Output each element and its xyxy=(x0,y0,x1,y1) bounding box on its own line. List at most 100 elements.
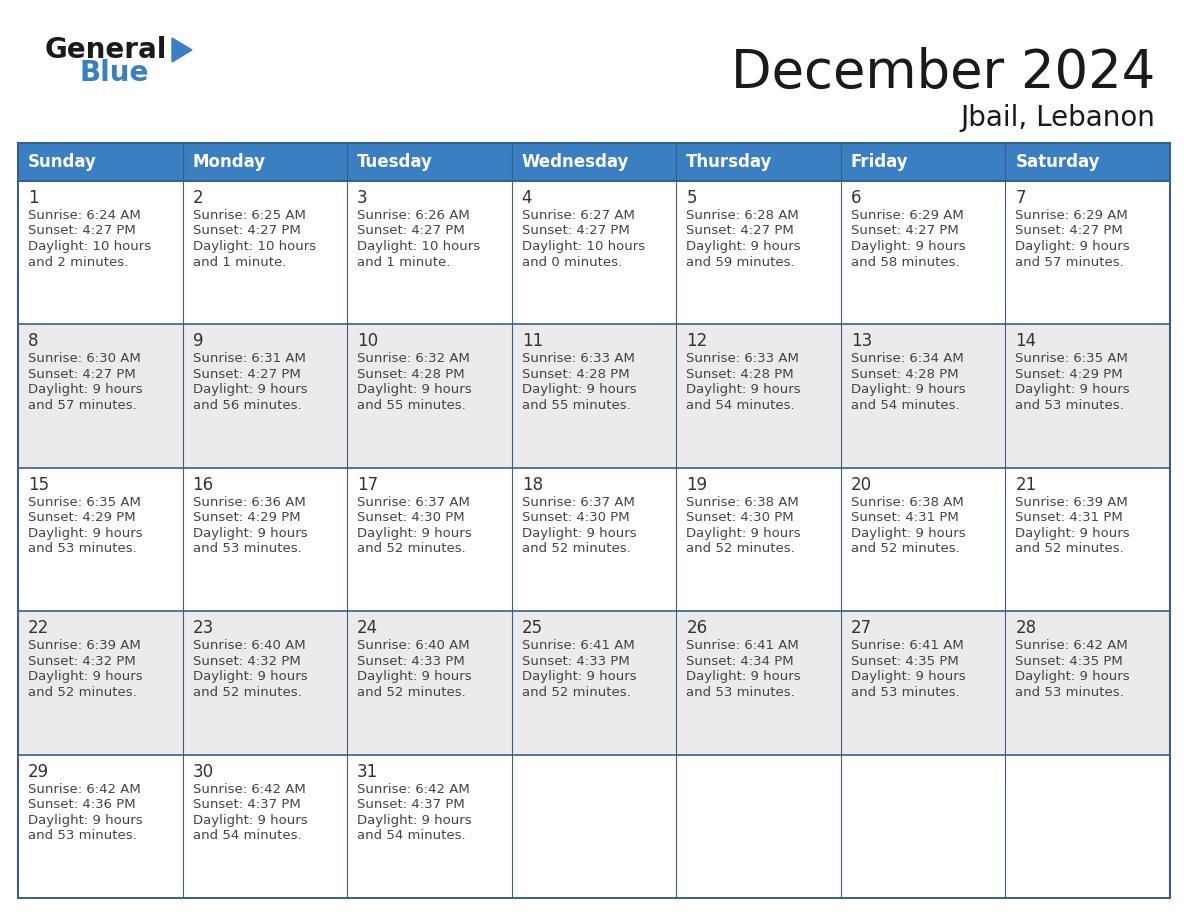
Text: Sunset: 4:27 PM: Sunset: 4:27 PM xyxy=(1016,225,1123,238)
Text: 11: 11 xyxy=(522,332,543,351)
Text: and 55 minutes.: and 55 minutes. xyxy=(522,399,631,412)
Text: and 52 minutes.: and 52 minutes. xyxy=(522,686,631,699)
Text: and 2 minutes.: and 2 minutes. xyxy=(29,255,128,268)
Bar xyxy=(183,181,347,324)
Text: Sunrise: 6:42 AM: Sunrise: 6:42 AM xyxy=(358,783,470,796)
Text: Tuesday: Tuesday xyxy=(358,153,432,171)
Bar xyxy=(512,755,676,898)
Text: Sunrise: 6:27 AM: Sunrise: 6:27 AM xyxy=(522,209,634,222)
Text: Saturday: Saturday xyxy=(1016,153,1100,171)
Text: 25: 25 xyxy=(522,620,543,637)
Text: Sunrise: 6:28 AM: Sunrise: 6:28 AM xyxy=(687,209,800,222)
Text: Sunset: 4:33 PM: Sunset: 4:33 PM xyxy=(358,655,465,667)
Bar xyxy=(841,611,1005,755)
Bar xyxy=(18,755,183,898)
Bar xyxy=(841,181,1005,324)
Text: and 53 minutes.: and 53 minutes. xyxy=(1016,399,1124,412)
Text: 16: 16 xyxy=(192,476,214,494)
Text: Daylight: 9 hours: Daylight: 9 hours xyxy=(1016,384,1130,397)
Text: and 54 minutes.: and 54 minutes. xyxy=(358,829,466,842)
Text: Sunset: 4:34 PM: Sunset: 4:34 PM xyxy=(687,655,794,667)
Bar xyxy=(1005,755,1170,898)
Text: Daylight: 9 hours: Daylight: 9 hours xyxy=(687,240,801,253)
Text: 23: 23 xyxy=(192,620,214,637)
Bar xyxy=(347,755,512,898)
Text: Sunset: 4:28 PM: Sunset: 4:28 PM xyxy=(522,368,630,381)
Text: Sunrise: 6:41 AM: Sunrise: 6:41 AM xyxy=(851,639,963,652)
Text: Sunrise: 6:35 AM: Sunrise: 6:35 AM xyxy=(29,496,141,509)
Text: Sunset: 4:31 PM: Sunset: 4:31 PM xyxy=(1016,511,1123,524)
Text: Sunrise: 6:42 AM: Sunrise: 6:42 AM xyxy=(1016,639,1129,652)
Text: Daylight: 9 hours: Daylight: 9 hours xyxy=(358,813,472,826)
Bar xyxy=(18,324,183,468)
Text: Sunset: 4:30 PM: Sunset: 4:30 PM xyxy=(358,511,465,524)
Text: and 52 minutes.: and 52 minutes. xyxy=(1016,543,1124,555)
Bar xyxy=(1005,181,1170,324)
Text: and 53 minutes.: and 53 minutes. xyxy=(1016,686,1124,699)
Text: Sunrise: 6:41 AM: Sunrise: 6:41 AM xyxy=(687,639,800,652)
Text: Daylight: 10 hours: Daylight: 10 hours xyxy=(358,240,480,253)
Bar xyxy=(347,324,512,468)
Text: December 2024: December 2024 xyxy=(731,47,1155,99)
Bar xyxy=(1005,468,1170,611)
Bar xyxy=(676,611,841,755)
Text: 18: 18 xyxy=(522,476,543,494)
Bar xyxy=(18,181,183,324)
Bar xyxy=(676,468,841,611)
Text: 27: 27 xyxy=(851,620,872,637)
Text: Sunset: 4:29 PM: Sunset: 4:29 PM xyxy=(1016,368,1123,381)
Text: 22: 22 xyxy=(29,620,49,637)
Text: Daylight: 9 hours: Daylight: 9 hours xyxy=(29,527,143,540)
Text: Sunset: 4:27 PM: Sunset: 4:27 PM xyxy=(192,368,301,381)
Bar xyxy=(18,468,183,611)
Text: and 0 minutes.: and 0 minutes. xyxy=(522,255,621,268)
Text: and 1 minute.: and 1 minute. xyxy=(358,255,450,268)
Text: and 56 minutes.: and 56 minutes. xyxy=(192,399,302,412)
Text: and 53 minutes.: and 53 minutes. xyxy=(29,543,137,555)
Text: Daylight: 9 hours: Daylight: 9 hours xyxy=(851,384,966,397)
Text: Daylight: 9 hours: Daylight: 9 hours xyxy=(29,384,143,397)
Text: 20: 20 xyxy=(851,476,872,494)
Text: Daylight: 9 hours: Daylight: 9 hours xyxy=(192,670,308,683)
Text: Daylight: 9 hours: Daylight: 9 hours xyxy=(1016,527,1130,540)
Text: Sunrise: 6:36 AM: Sunrise: 6:36 AM xyxy=(192,496,305,509)
Text: Daylight: 9 hours: Daylight: 9 hours xyxy=(851,240,966,253)
Text: Daylight: 9 hours: Daylight: 9 hours xyxy=(687,384,801,397)
Text: 17: 17 xyxy=(358,476,378,494)
Text: Sunrise: 6:31 AM: Sunrise: 6:31 AM xyxy=(192,353,305,365)
Text: Daylight: 9 hours: Daylight: 9 hours xyxy=(192,527,308,540)
Bar xyxy=(676,181,841,324)
Text: Sunrise: 6:38 AM: Sunrise: 6:38 AM xyxy=(687,496,800,509)
Text: Daylight: 9 hours: Daylight: 9 hours xyxy=(29,813,143,826)
Text: and 57 minutes.: and 57 minutes. xyxy=(29,399,137,412)
Text: Daylight: 9 hours: Daylight: 9 hours xyxy=(192,813,308,826)
Text: 2: 2 xyxy=(192,189,203,207)
Text: 30: 30 xyxy=(192,763,214,780)
Bar xyxy=(841,755,1005,898)
Text: Sunset: 4:32 PM: Sunset: 4:32 PM xyxy=(192,655,301,667)
Text: and 58 minutes.: and 58 minutes. xyxy=(851,255,960,268)
Text: and 54 minutes.: and 54 minutes. xyxy=(687,399,795,412)
Bar xyxy=(18,143,1170,181)
Text: Sunset: 4:37 PM: Sunset: 4:37 PM xyxy=(192,798,301,812)
Text: Sunrise: 6:29 AM: Sunrise: 6:29 AM xyxy=(1016,209,1129,222)
Text: Sunrise: 6:24 AM: Sunrise: 6:24 AM xyxy=(29,209,140,222)
Text: Sunset: 4:32 PM: Sunset: 4:32 PM xyxy=(29,655,135,667)
Text: Sunrise: 6:35 AM: Sunrise: 6:35 AM xyxy=(1016,353,1129,365)
Bar xyxy=(512,181,676,324)
Text: and 52 minutes.: and 52 minutes. xyxy=(29,686,137,699)
Text: Sunset: 4:27 PM: Sunset: 4:27 PM xyxy=(358,225,465,238)
Text: 24: 24 xyxy=(358,620,378,637)
Text: and 52 minutes.: and 52 minutes. xyxy=(522,543,631,555)
Text: and 54 minutes.: and 54 minutes. xyxy=(192,829,302,842)
Text: Sunset: 4:35 PM: Sunset: 4:35 PM xyxy=(851,655,959,667)
Text: and 55 minutes.: and 55 minutes. xyxy=(358,399,466,412)
Bar xyxy=(183,324,347,468)
Text: Daylight: 9 hours: Daylight: 9 hours xyxy=(1016,670,1130,683)
Text: Daylight: 10 hours: Daylight: 10 hours xyxy=(522,240,645,253)
Text: Daylight: 9 hours: Daylight: 9 hours xyxy=(851,670,966,683)
Text: Sunrise: 6:26 AM: Sunrise: 6:26 AM xyxy=(358,209,470,222)
Text: Sunrise: 6:41 AM: Sunrise: 6:41 AM xyxy=(522,639,634,652)
Text: Sunday: Sunday xyxy=(29,153,97,171)
Bar xyxy=(347,468,512,611)
